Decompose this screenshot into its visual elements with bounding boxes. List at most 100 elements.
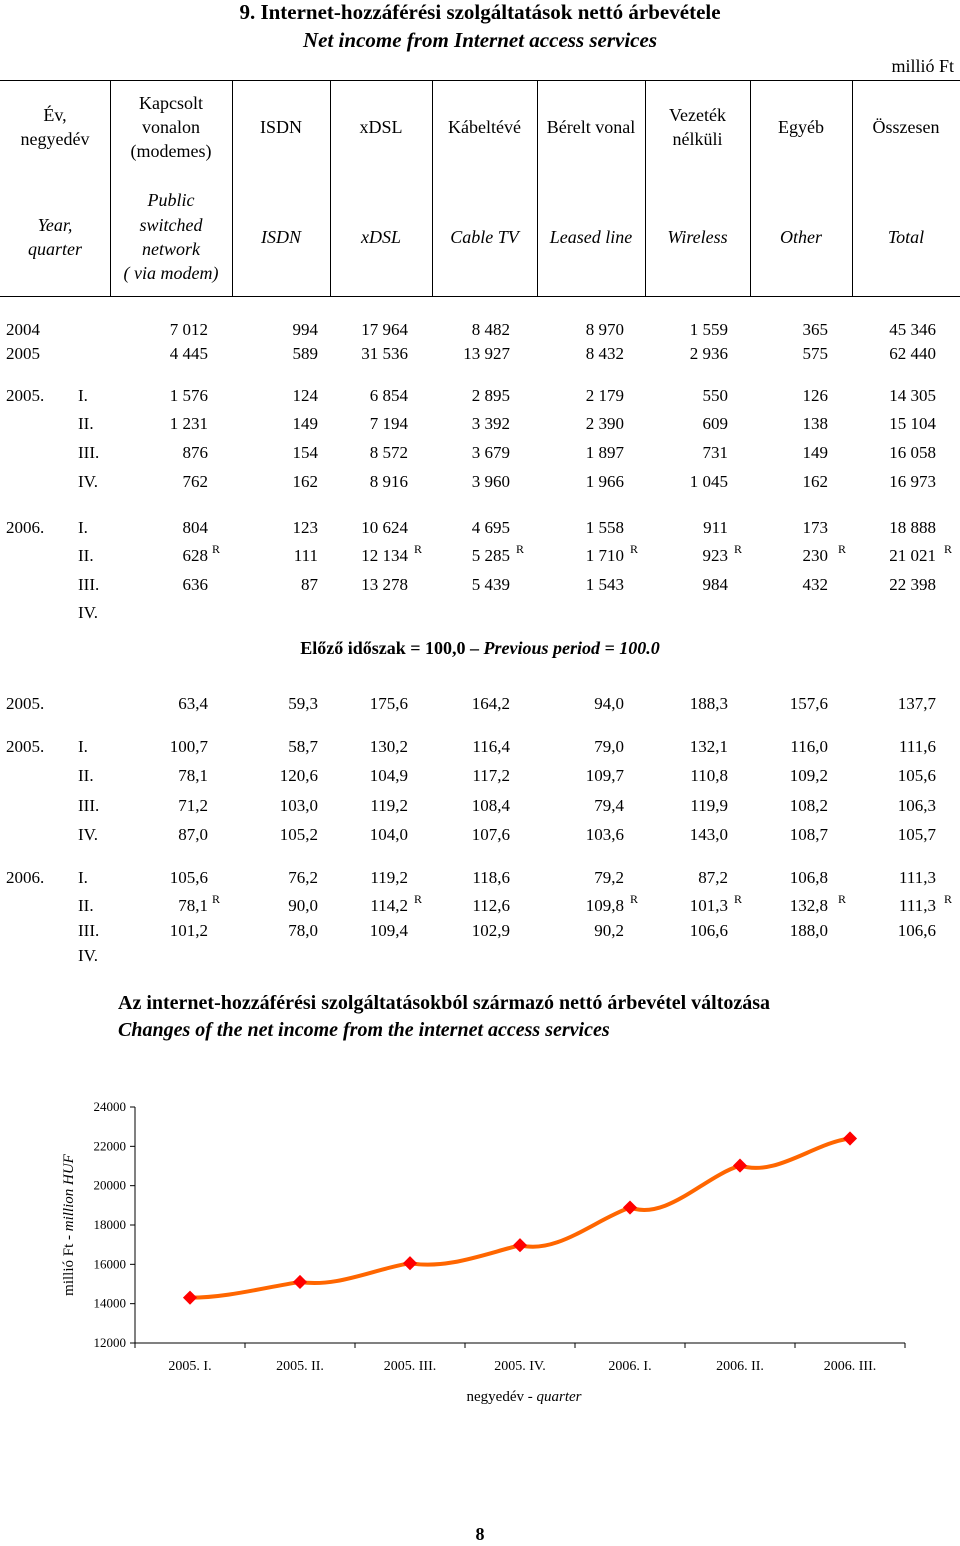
data-point bbox=[622, 1200, 638, 1215]
column-header-en: Public switched network( via modem) bbox=[123, 190, 219, 284]
table-cell: 911 bbox=[703, 518, 728, 537]
table-cell: 188,3 bbox=[689, 694, 728, 713]
table-cell: 162 bbox=[292, 472, 319, 491]
table-cell: 71,2 bbox=[178, 796, 208, 815]
table-cell: 164,2 bbox=[471, 694, 510, 713]
table-cell: 2 936 bbox=[689, 344, 728, 363]
x-tick-label: 2005. IV. bbox=[494, 1359, 545, 1374]
table-cell: 4 695 bbox=[471, 518, 510, 537]
column-header-hu: Kapcsolt vonalon (modemes) bbox=[130, 92, 212, 162]
series-line bbox=[189, 1136, 851, 1300]
row-year-label: 2005 bbox=[6, 344, 40, 363]
table-cell: 130,2 bbox=[369, 737, 408, 756]
chart-title-en: Changes of the net income from the inter… bbox=[118, 1019, 610, 1041]
table-cell: 101,3 bbox=[689, 896, 728, 915]
table-cell: 5 285 bbox=[471, 546, 510, 565]
table-cell: 589 bbox=[292, 344, 319, 363]
column-divider bbox=[110, 80, 111, 296]
column-header-en: Total bbox=[887, 226, 925, 247]
table-cell: 636 bbox=[182, 575, 209, 594]
x-tick-label: 2006. II. bbox=[716, 1359, 764, 1374]
table-cell: 154 bbox=[292, 443, 319, 462]
column-header-en: ISDN bbox=[261, 226, 301, 247]
column-header-en: Leased line bbox=[549, 226, 633, 247]
table-cell: 1 559 bbox=[689, 320, 728, 339]
table-cell: 149 bbox=[292, 414, 319, 433]
row-quarter-label: I. bbox=[78, 868, 88, 887]
column-header-hu: ISDN bbox=[259, 116, 302, 137]
revised-mark: R bbox=[630, 542, 639, 556]
table-cell: 124 bbox=[292, 386, 319, 405]
x-tick-label: 2005. I. bbox=[168, 1359, 211, 1374]
table-cell: 762 bbox=[182, 472, 209, 491]
revised-mark: R bbox=[838, 542, 847, 556]
revised-mark: R bbox=[734, 892, 743, 906]
table-cell: 628 bbox=[182, 546, 209, 565]
column-header-en: Cable TV bbox=[450, 226, 519, 247]
table-cell: 79,0 bbox=[594, 737, 624, 756]
table-cell: 119,9 bbox=[690, 796, 728, 815]
table-cell: 78,1 bbox=[178, 766, 208, 785]
table-cell: 10 624 bbox=[361, 518, 408, 537]
table-cell: 6 854 bbox=[369, 386, 408, 405]
column-header-hu: xDSL bbox=[359, 116, 403, 137]
previous-period-label: Előző időszak = 100,0 – Previous period … bbox=[300, 638, 660, 658]
table-cell: 1 045 bbox=[689, 472, 728, 491]
table-cell: 109,2 bbox=[789, 766, 828, 785]
table-cell: 90,0 bbox=[288, 896, 318, 915]
table-cell: 18 888 bbox=[889, 518, 936, 537]
table-cell: 21 021 bbox=[889, 546, 936, 565]
table-cell: 94,0 bbox=[594, 694, 624, 713]
table-cell: 101,2 bbox=[169, 921, 208, 940]
table-cell: 111,3 bbox=[899, 896, 936, 915]
row-quarter-label: IV. bbox=[78, 946, 98, 965]
table-cell: 109,4 bbox=[369, 921, 408, 940]
row-year-label: 2005. bbox=[6, 386, 45, 405]
column-divider bbox=[852, 80, 853, 296]
row-quarter-label: II. bbox=[78, 896, 94, 915]
revised-mark: R bbox=[944, 542, 953, 556]
table-cell: 13 278 bbox=[361, 575, 408, 594]
column-header-hu: Bérelt vonal bbox=[546, 116, 636, 137]
table-cell: 100,7 bbox=[169, 737, 208, 756]
table-cell: 111 bbox=[293, 546, 318, 565]
table-cell: 126 bbox=[802, 386, 829, 405]
y-tick-label: 16000 bbox=[94, 1256, 127, 1271]
table-cell: 2 179 bbox=[585, 386, 624, 405]
revised-mark: R bbox=[414, 892, 423, 906]
table-cell: 105,2 bbox=[279, 825, 318, 844]
row-quarter-label: III. bbox=[78, 443, 100, 462]
table-cell: 79,4 bbox=[594, 796, 624, 815]
column-header-en: Year, quarter bbox=[28, 214, 82, 259]
column-divider bbox=[432, 80, 433, 296]
table-cell: 87,2 bbox=[698, 868, 728, 887]
y-tick-label: 20000 bbox=[94, 1178, 127, 1193]
table-title-en: Net income from Internet access services bbox=[302, 28, 658, 52]
table-cell: 117,2 bbox=[472, 766, 510, 785]
table-cell: 111,3 bbox=[899, 868, 936, 887]
table-cell: 118,6 bbox=[472, 868, 510, 887]
table-cell: 63,4 bbox=[178, 694, 208, 713]
table-cell: 230 bbox=[802, 546, 829, 565]
table-cell: 731 bbox=[702, 443, 729, 462]
y-tick-label: 14000 bbox=[94, 1296, 127, 1311]
y-tick-label: 22000 bbox=[94, 1138, 127, 1153]
table-cell: 76,2 bbox=[288, 868, 318, 887]
row-quarter-label: I. bbox=[78, 386, 88, 405]
page-number: 8 bbox=[475, 1524, 485, 1544]
table-cell: 1 966 bbox=[585, 472, 624, 491]
data-point bbox=[292, 1274, 308, 1290]
revised-mark: R bbox=[734, 542, 743, 556]
x-tick-label: 2005. II. bbox=[276, 1359, 324, 1374]
column-header-hu: Kábeltévé bbox=[448, 116, 521, 137]
revised-mark: R bbox=[414, 542, 423, 556]
y-tick-label: 18000 bbox=[94, 1217, 127, 1232]
table-cell: 103,6 bbox=[585, 825, 624, 844]
revised-mark: R bbox=[630, 892, 639, 906]
x-tick-label: 2005. III. bbox=[384, 1359, 437, 1374]
table-cell: 106,3 bbox=[897, 796, 936, 815]
table-cell: 104,0 bbox=[369, 825, 408, 844]
row-year-label: 2004 bbox=[6, 320, 40, 339]
column-header-hu: Év, negyedév bbox=[20, 104, 90, 149]
table-cell: 984 bbox=[702, 575, 729, 594]
